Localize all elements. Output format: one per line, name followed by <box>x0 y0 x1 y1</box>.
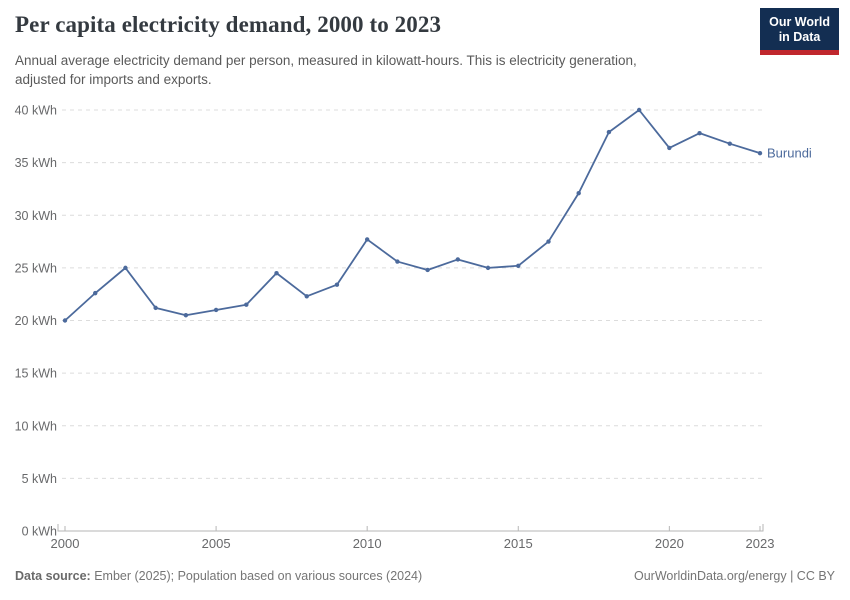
x-axis-line <box>57 524 764 532</box>
data-point-marker[interactable] <box>62 318 68 323</box>
data-point-marker[interactable] <box>364 237 370 242</box>
data-point-marker[interactable] <box>697 130 702 136</box>
data-point-marker[interactable] <box>153 305 158 311</box>
page-title: Per capita electricity demand, 2000 to 2… <box>15 12 442 37</box>
y-tick-label: 10 kWh <box>15 419 57 433</box>
data-point-marker[interactable] <box>183 313 189 318</box>
data-source-text: Ember (2025); Population based on variou… <box>90 569 423 583</box>
data-point-marker[interactable] <box>123 265 128 271</box>
data-point-marker[interactable] <box>425 267 430 273</box>
data-point-marker[interactable] <box>274 270 279 276</box>
subtitle-line-1: Annual average electricity demand per pe… <box>15 53 637 68</box>
data-point-marker[interactable] <box>516 263 521 268</box>
data-point-marker[interactable] <box>546 239 551 244</box>
x-tick-label: 2020 <box>655 536 684 551</box>
y-tick-label: 35 kWh <box>15 156 57 170</box>
y-tick-label: 5 kWh <box>22 472 57 486</box>
y-tick-label: 0 kWh <box>22 525 57 539</box>
x-tick-label: 2015 <box>504 536 533 551</box>
x-tick-label: 2005 <box>202 536 231 551</box>
series-line-burundi[interactable] <box>64 109 761 322</box>
data-point-marker[interactable] <box>636 107 642 113</box>
y-tick-label: 40 kWh <box>15 104 57 118</box>
x-tick-label: 2000 <box>51 536 80 551</box>
data-point-marker[interactable] <box>213 307 219 313</box>
owid-logo-line1: Our World <box>769 15 830 29</box>
owid-logo-line2: in Data <box>778 30 821 44</box>
x-tick-label: 2010 <box>353 536 382 551</box>
data-point-marker[interactable] <box>667 145 672 151</box>
data-point-marker[interactable] <box>334 282 340 287</box>
y-tick-label: 20 kWh <box>15 314 57 328</box>
x-tick-label: 2023 <box>746 536 775 551</box>
y-tick-label: 25 kWh <box>15 261 57 275</box>
credit-link[interactable]: OurWorldinData.org/energy | CC BY <box>633 569 835 583</box>
data-point-marker[interactable] <box>485 265 491 271</box>
line-chart-plot-area[interactable]: 0 kWh 5 kWh 10 kWh 15 kWh 20 kWh 25 kWh 30 kWh… <box>0 95 850 560</box>
data-point-marker[interactable] <box>757 150 763 156</box>
data-point-marker[interactable] <box>455 257 461 262</box>
owid-logo[interactable]: Our World in Data <box>760 8 839 55</box>
data-source-note: Data source: Ember (2025); Population ba… <box>15 569 422 583</box>
y-tick-label: 15 kWh <box>15 367 57 381</box>
data-point-marker[interactable] <box>395 259 400 264</box>
data-point-marker[interactable] <box>244 302 249 307</box>
chart-footer: Data source: Ember (2025); Population ba… <box>0 569 850 583</box>
data-source-label: Data source: <box>15 569 91 583</box>
y-tick-label: 30 kWh <box>15 209 57 223</box>
subtitle-line-2: adjusted for imports and exports. <box>15 72 212 87</box>
data-point-marker[interactable] <box>606 129 612 135</box>
data-point-marker[interactable] <box>576 190 581 196</box>
chart-subtitle: Annual average electricity demand per pe… <box>15 51 735 89</box>
entity-label-burundi[interactable]: Burundi <box>767 146 812 161</box>
data-point-marker[interactable] <box>304 294 309 299</box>
data-point-marker[interactable] <box>727 141 732 146</box>
data-point-marker[interactable] <box>93 290 98 296</box>
